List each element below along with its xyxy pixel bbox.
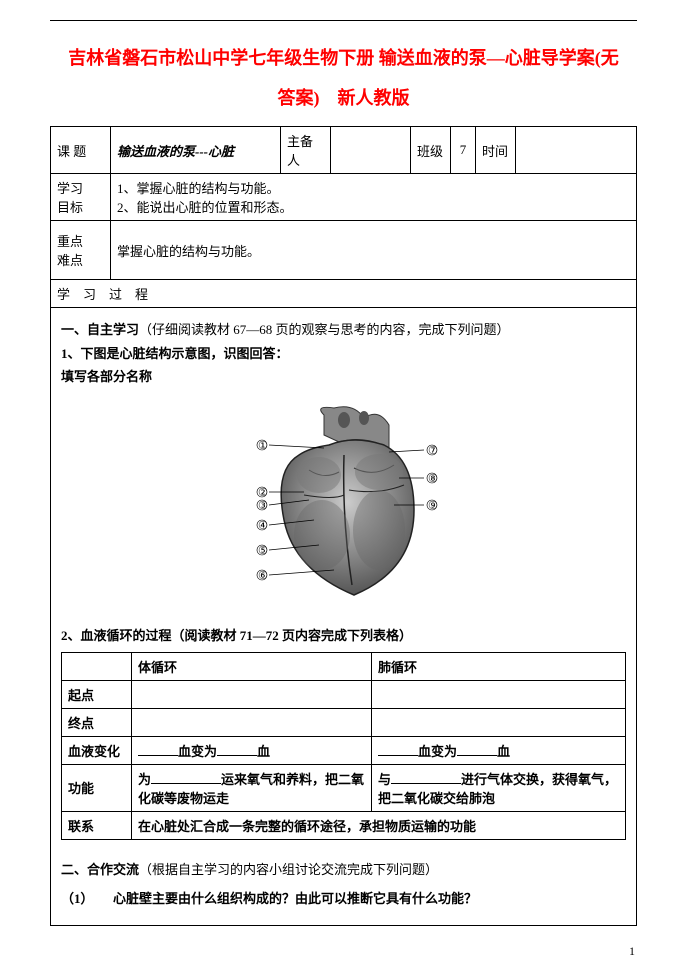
title-line-1: 吉林省磐石市松山中学七年级生物下册 输送血液的泵—心脏导学案(无	[50, 39, 637, 79]
change-tail-pul: 血	[497, 744, 510, 759]
heart-diagram: ① ② ③ ④ ⑤ ⑥ ⑦ ⑧ ⑨	[61, 400, 626, 614]
blank	[378, 742, 418, 756]
section-1-heading: 一、自主学习（仔细阅读教材 67—68 页的观察与思考的内容，完成下列问题）	[61, 318, 626, 341]
lesson-label: 课 题	[51, 127, 111, 174]
circ-start-label: 起点	[62, 680, 132, 708]
circ-func-label: 功能	[62, 764, 132, 811]
title-line-2: 答案) 新人教版	[50, 79, 637, 119]
document-title: 吉林省磐石市松山中学七年级生物下册 输送血液的泵—心脏导学案(无 答案) 新人教…	[50, 39, 637, 118]
kp-label-1: 重点	[57, 231, 104, 250]
circ-link-label: 联系	[62, 811, 132, 839]
s2-prefix: 二、合作交流	[61, 862, 139, 877]
section-2: 二、合作交流（根据自主学习的内容小组讨论交流完成下列问题） （1） 心脏壁主要由…	[61, 858, 626, 911]
circ-h-sys: 体循环	[132, 652, 372, 680]
s1-prefix: 一、自主学习	[61, 322, 139, 337]
s2-rest: （根据自主学习的内容小组讨论交流完成下列问题）	[139, 862, 438, 877]
circ-link-text: 在心脏处汇合成一条完整的循环途径，承担物质运输的功能	[132, 811, 626, 839]
blank	[151, 770, 221, 784]
heart-svg: ① ② ③ ④ ⑤ ⑥ ⑦ ⑧ ⑨	[214, 400, 474, 610]
time-label: 时间	[476, 127, 516, 174]
lesson-topic: 输送血液的泵---心脏	[111, 127, 281, 174]
objective-2: 2、能说出心脏的位置和形态。	[117, 197, 630, 216]
objectives-cell: 1、掌握心脏的结构与功能。 2、能说出心脏的位置和形态。	[111, 174, 637, 221]
s2-heading: 二、合作交流（根据自主学习的内容小组讨论交流完成下列问题）	[61, 858, 626, 881]
preparer-label: 主备人	[281, 127, 331, 174]
circ-start-sys	[132, 680, 372, 708]
circ-h-empty	[62, 652, 132, 680]
page-number: 1	[629, 944, 635, 959]
keypoints-text: 掌握心脏的结构与功能。	[111, 221, 637, 280]
s1b-heading: 2、血液循环的过程（阅读教材 71—72 页内容完成下列表格）	[61, 624, 626, 647]
circ-end-sys	[132, 708, 372, 736]
circ-change-pul: 血变为 血	[372, 736, 626, 764]
func-sys-a: 为	[138, 772, 151, 787]
blank	[457, 742, 497, 756]
objective-1: 1、掌握心脏的结构与功能。	[117, 178, 630, 197]
change-text-pul: 血变为	[418, 744, 457, 759]
obj-label-1: 学习	[57, 178, 104, 197]
obj-label-2: 目标	[57, 197, 104, 216]
keypoints-label: 重点 难点	[51, 221, 111, 280]
circ-func-sys: 为运来氧气和养料，把二氧化碳等废物运走	[132, 764, 372, 811]
content-block: 一、自主学习（仔细阅读教材 67—68 页的观察与思考的内容，完成下列问题） 1…	[50, 308, 637, 925]
change-tail-sys: 血	[257, 744, 270, 759]
blank	[217, 742, 257, 756]
s2-q1-text: 心脏壁主要由什么组织构成的？由此可以推断它具有什么功能？	[113, 891, 477, 906]
circulation-table: 体循环 肺循环 起点 终点 血液变化 血变为 血 血变为 血 功能 为运来氧气和养料…	[61, 652, 626, 840]
header-table: 课 题 输送血液的泵---心脏 主备人 班级 7 时间 学习 目标 1、掌握心脏…	[50, 126, 637, 308]
s1-q1-line2: 填写各部分名称	[61, 365, 626, 388]
circ-end-pul	[372, 708, 626, 736]
kp-label-2: 难点	[57, 250, 104, 269]
objectives-label: 学习 目标	[51, 174, 111, 221]
s1-q1-line1: 1、下图是心脏结构示意图，识图回答：	[61, 342, 626, 365]
circ-end-label: 终点	[62, 708, 132, 736]
s1-rest: （仔细阅读教材 67—68 页的观察与思考的内容，完成下列问题）	[139, 322, 510, 337]
circ-func-pul: 与进行气体交换，获得氧气，把二氧化碳交给肺泡	[372, 764, 626, 811]
process-label: 学 习 过 程	[51, 280, 637, 308]
func-pul-a: 与	[378, 772, 391, 787]
circ-start-pul	[372, 680, 626, 708]
class-label: 班级	[411, 127, 451, 174]
class-value: 7	[451, 127, 476, 174]
circ-change-label: 血液变化	[62, 736, 132, 764]
time-value	[516, 127, 637, 174]
blank	[138, 742, 178, 756]
blank	[391, 770, 461, 784]
circ-change-sys: 血变为 血	[132, 736, 372, 764]
change-text-sys: 血变为	[178, 744, 217, 759]
s2-q1-num: （1）	[61, 891, 87, 906]
preparer-value	[331, 127, 411, 174]
circ-h-pul: 肺循环	[372, 652, 626, 680]
s2-q1: （1） 心脏壁主要由什么组织构成的？由此可以推断它具有什么功能？	[61, 887, 626, 910]
top-rule	[50, 20, 637, 21]
